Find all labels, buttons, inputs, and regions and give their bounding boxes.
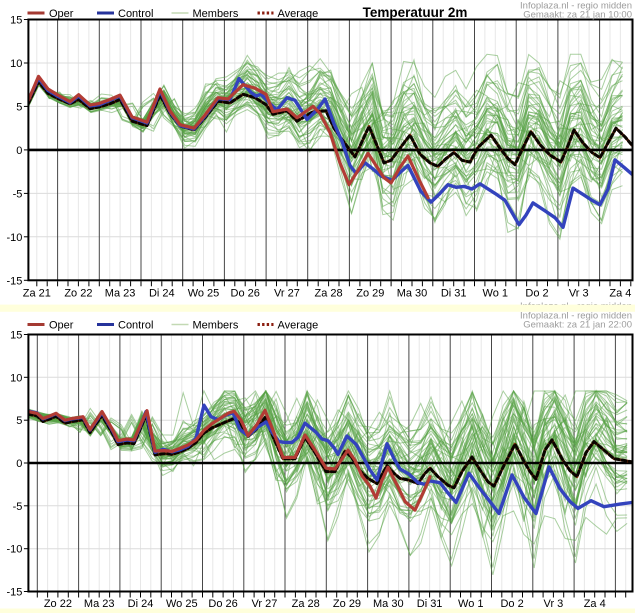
svg-text:Oper: Oper bbox=[49, 320, 74, 332]
svg-text:Vr 27: Vr 27 bbox=[251, 598, 277, 610]
svg-text:Do 26: Do 26 bbox=[208, 598, 237, 610]
svg-text:-10: -10 bbox=[6, 232, 22, 244]
svg-text:Control: Control bbox=[118, 8, 153, 20]
svg-text:Di 24: Di 24 bbox=[149, 288, 175, 300]
svg-text:Wo 25: Wo 25 bbox=[188, 288, 220, 300]
svg-text:Average: Average bbox=[278, 320, 319, 332]
svg-text:Za 28: Za 28 bbox=[292, 598, 320, 610]
svg-text:Di 31: Di 31 bbox=[441, 288, 467, 300]
svg-text:10: 10 bbox=[10, 58, 22, 70]
svg-text:Zo 22: Zo 22 bbox=[44, 598, 72, 610]
svg-text:5: 5 bbox=[16, 415, 22, 427]
svg-text:0: 0 bbox=[16, 458, 22, 470]
svg-text:Ma 30: Ma 30 bbox=[373, 598, 404, 610]
svg-text:Gemaakt: za 21 jan 22:00: Gemaakt: za 21 jan 22:00 bbox=[523, 319, 632, 330]
svg-text:Infoplaza.nl - regio midden: Infoplaza.nl - regio midden bbox=[520, 310, 632, 321]
svg-text:Di 24: Di 24 bbox=[128, 598, 154, 610]
svg-text:Gemaakt: za 21 jan 10:00: Gemaakt: za 21 jan 10:00 bbox=[523, 10, 632, 21]
svg-text:10: 10 bbox=[10, 372, 22, 384]
svg-text:Ma 30: Ma 30 bbox=[397, 288, 428, 300]
svg-text:Oper: Oper bbox=[49, 8, 74, 20]
svg-text:Za 4: Za 4 bbox=[584, 598, 606, 610]
svg-text:Infoplaza.nl - regio midden: Infoplaza.nl - regio midden bbox=[520, 1, 632, 12]
svg-text:Za 28: Za 28 bbox=[315, 288, 343, 300]
svg-text:Members: Members bbox=[193, 320, 239, 332]
svg-text:15: 15 bbox=[10, 330, 22, 342]
svg-text:-5: -5 bbox=[13, 501, 23, 513]
svg-text:-10: -10 bbox=[6, 544, 22, 556]
svg-text:0: 0 bbox=[16, 145, 22, 157]
svg-text:Zo 29: Zo 29 bbox=[333, 598, 361, 610]
svg-text:Do 2: Do 2 bbox=[525, 288, 548, 300]
svg-text:-15: -15 bbox=[6, 587, 22, 599]
svg-text:Vr 3: Vr 3 bbox=[569, 288, 589, 300]
svg-text:5: 5 bbox=[16, 101, 22, 113]
svg-text:Wo 1: Wo 1 bbox=[483, 288, 508, 300]
svg-text:Temperatuur 2m: Temperatuur 2m bbox=[363, 5, 468, 20]
svg-text:-5: -5 bbox=[13, 188, 23, 200]
svg-text:Do 2: Do 2 bbox=[500, 598, 523, 610]
svg-text:Di 31: Di 31 bbox=[417, 598, 443, 610]
svg-text:Ma 23: Ma 23 bbox=[105, 288, 136, 300]
svg-text:Wo 25: Wo 25 bbox=[166, 598, 198, 610]
svg-text:Za 4: Za 4 bbox=[609, 288, 631, 300]
svg-text:Zo 29: Zo 29 bbox=[356, 288, 384, 300]
svg-text:Do 26: Do 26 bbox=[231, 288, 260, 300]
svg-text:Wo 1: Wo 1 bbox=[458, 598, 483, 610]
svg-text:Zo 22: Zo 22 bbox=[64, 288, 92, 300]
svg-text:Average: Average bbox=[278, 8, 319, 20]
svg-text:15: 15 bbox=[10, 15, 22, 27]
svg-text:Za 21: Za 21 bbox=[23, 288, 51, 300]
svg-text:-15: -15 bbox=[6, 275, 22, 287]
svg-text:Vr 27: Vr 27 bbox=[274, 288, 300, 300]
svg-text:Control: Control bbox=[118, 320, 153, 332]
svg-text:Vr 3: Vr 3 bbox=[544, 598, 564, 610]
svg-text:Ma 23: Ma 23 bbox=[84, 598, 115, 610]
svg-text:Members: Members bbox=[193, 8, 239, 20]
